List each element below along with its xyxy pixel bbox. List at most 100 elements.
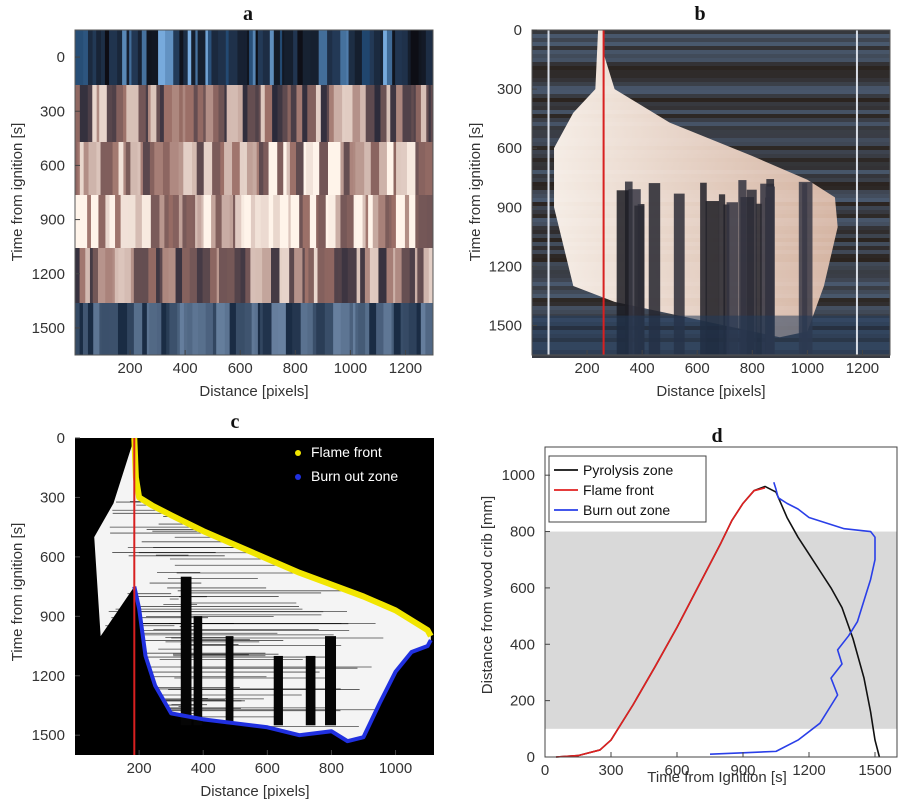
panel-a-pixel-column: [277, 142, 284, 195]
panel-a-xtick-label: 1000: [334, 360, 367, 377]
panel-d-legend: Pyrolysis zoneFlame frontBurn out zone: [549, 456, 706, 522]
panel-c-burnout-column: [226, 636, 234, 725]
panel-c-ytick-label: 1200: [32, 668, 65, 685]
panel-a-pixel-column: [403, 303, 409, 355]
panel-a-pixel-column: [342, 248, 348, 303]
panel-a-pixel-column: [83, 30, 88, 85]
panel-a-yticks: 030060090012001500: [32, 49, 80, 337]
panel-c-legend-marker: [295, 450, 301, 456]
panel-d-legend-label: Flame front: [583, 482, 654, 498]
panel-a-pixel-column: [244, 195, 251, 248]
panel-a-pixel-column: [197, 195, 201, 248]
panel-a-pixel-column: [357, 248, 361, 303]
panel-a-pixel-column: [112, 85, 117, 142]
panel-a-pixel-column: [238, 85, 243, 142]
panel-a-pixel-column: [83, 303, 88, 355]
panel-a-pixel-column: [216, 195, 223, 248]
panel-a-ytick-label: 300: [40, 103, 65, 120]
panel-a-pixel-column: [93, 303, 100, 355]
panel-a-pixel-column: [396, 195, 402, 248]
panel-a-pixel-column: [93, 30, 97, 85]
panel-d-ytick-label: 1000: [502, 467, 535, 484]
panel-b-yticks: 030060090012001500: [489, 22, 537, 334]
panel-a-pixel-column: [278, 303, 286, 355]
panel-a-pixel-column: [290, 142, 297, 195]
panel-a-pixel-column: [407, 142, 416, 195]
panel-a-pixel-column: [395, 248, 402, 303]
panel-a-pixel-column: [252, 303, 255, 355]
panel-a-pixel-column: [371, 142, 380, 195]
panel-a-pixel-column: [240, 142, 245, 195]
panel-a-pixel-column: [308, 248, 314, 303]
panel-a-pixel-column: [387, 30, 393, 85]
panel-a-pixel-column: [143, 142, 150, 195]
panel-a-pixel-column: [307, 85, 316, 142]
panel-a-pixel-column: [387, 85, 391, 142]
panel-a-pixel-column: [161, 303, 166, 355]
panel-a-pixel-column: [173, 30, 180, 85]
panel-b-background-row: [532, 82, 890, 86]
panel-a-pixel-column: [210, 248, 217, 303]
panel-a-pixel-column: [409, 195, 416, 248]
panel-c-burnout-column: [181, 577, 192, 726]
panel-a-pixel-column: [121, 195, 129, 248]
panel-a-pixel-column: [348, 248, 357, 303]
panel-b-xtick-label: 400: [630, 360, 655, 377]
panel-a-pixel-column: [179, 195, 183, 248]
panel-a-pixel-column: [401, 142, 407, 195]
panel-a-pixel-column: [232, 142, 240, 195]
panel-a-pixel-column: [105, 195, 110, 248]
panel-a-pixel-column: [118, 248, 125, 303]
panel-b-xtick-label: 1000: [791, 360, 824, 377]
panel-a-pixel-column: [121, 303, 128, 355]
panel-a-pixel-column: [139, 85, 147, 142]
panel-c-xtick-label: 200: [127, 760, 152, 777]
panel-a-pixel-column: [105, 30, 110, 85]
panel-a-pixel-column: [415, 142, 419, 195]
panel-a-pixel-column: [156, 85, 160, 142]
panel-a-pixel-column: [380, 85, 387, 142]
panel-a-pixel-column: [360, 248, 365, 303]
panel-a-pixel-column: [417, 303, 422, 355]
panel-d-ytick-label: 400: [510, 636, 535, 653]
panel-a-pixel-column: [224, 142, 232, 195]
panel-a-pixel-column: [225, 303, 230, 355]
panel-a-pixel-column: [154, 142, 163, 195]
panel-a-pixel-column: [93, 248, 99, 303]
panel-a-pixel-column: [131, 248, 134, 303]
panel-a-pixel-column: [360, 85, 366, 142]
panel-a-pixel-column: [75, 85, 80, 142]
panel-a-pixel-column: [138, 30, 142, 85]
panel-b-ytick-label: 300: [497, 81, 522, 98]
panel-b-background-row: [532, 78, 890, 82]
panel-a-pixel-column: [212, 142, 221, 195]
panel-b-xlabel: Distance [pixels]: [656, 383, 765, 400]
panel-a-pixel-column: [283, 142, 287, 195]
panel-a-pixel-column: [328, 195, 336, 248]
panel-a-pixel-column: [341, 303, 350, 355]
panel-a-pixel-column: [282, 248, 290, 303]
panel-a: a 200 400 600 800 1000 1200 03006009001200150…: [9, 3, 434, 400]
panel-a-pixel-column: [158, 30, 166, 85]
panel-c-legend-marker: [295, 474, 301, 480]
panel-a-pixel-column: [374, 30, 381, 85]
panel-a-pixel-column: [126, 142, 131, 195]
panel-c-xtick-label: 800: [319, 760, 344, 777]
panel-a-pixel-column: [297, 30, 303, 85]
panel-d-xtick-label: 1200: [792, 762, 825, 779]
panel-a-pixel-column: [332, 142, 341, 195]
panel-a-pixel-column: [122, 30, 127, 85]
panel-a-pixel-column: [204, 142, 213, 195]
panel-a-pixel-column: [142, 30, 147, 85]
panel-d-ylabel: Distance from wood crib [mm]: [479, 496, 496, 694]
panel-a-pixel-column: [109, 303, 118, 355]
panel-a-pixel-column: [319, 142, 328, 195]
panel-a-pixel-column: [142, 195, 151, 248]
panel-a-pixel-column: [425, 303, 431, 355]
panel-a-pixel-column: [157, 303, 162, 355]
panel-a-pixel-column: [143, 248, 149, 303]
panel-a-pixel-column: [292, 303, 301, 355]
panel-a-pixel-column: [376, 303, 384, 355]
panel-a-pixel-column: [358, 303, 365, 355]
panel-b-xtick-label: 1200: [846, 360, 879, 377]
